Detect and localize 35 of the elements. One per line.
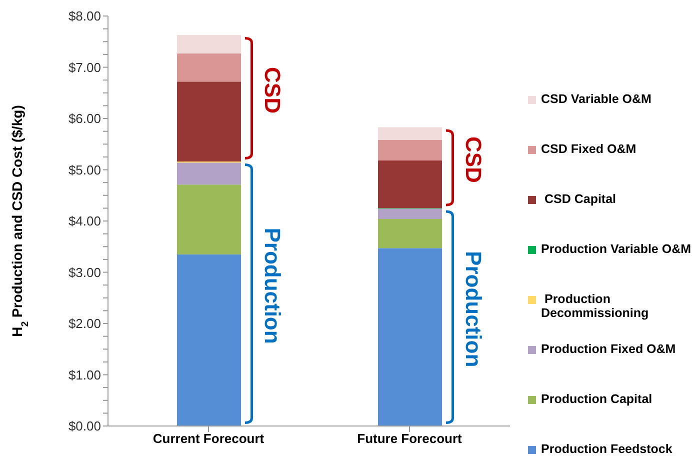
bar [378, 140, 442, 161]
legend-label: Production Variable O&M [541, 242, 692, 256]
bar [378, 248, 442, 426]
bar [177, 82, 241, 162]
y-tick-label: $1.00 [68, 367, 101, 382]
y-tick-label: $2.00 [68, 316, 101, 332]
legend-label: Production Decommissioning [541, 292, 650, 320]
y-tick-label: $7.00 [68, 60, 101, 75]
bar [177, 53, 241, 82]
annotation: Production [461, 251, 486, 368]
bar [378, 218, 442, 248]
bar [378, 160, 442, 208]
x-tick-label: Future Forecourt [357, 431, 463, 446]
y-tick-label: $5.00 [68, 162, 101, 178]
annotation: CSD [461, 136, 486, 183]
legend-label: CSD Capital [543, 192, 616, 206]
y-tick-label: $8.00 [68, 8, 101, 24]
bar [378, 208, 442, 219]
y-tick-label: $6.00 [68, 111, 101, 126]
bar [177, 254, 241, 426]
legend-label: CSD Variable O&M [541, 92, 652, 106]
legend-label: Production Fixed O&M [541, 342, 676, 356]
y-tick-label: $3.00 [68, 264, 101, 280]
y-tick-label: $0.00 [68, 418, 101, 434]
bar [177, 162, 241, 185]
y-tick-label: $4.00 [68, 214, 101, 229]
x-tick-label: Current Forecourt [152, 431, 265, 446]
legend-label: Production Capital [541, 392, 652, 406]
bar [177, 184, 241, 254]
annotation: Production [260, 228, 286, 344]
legend-label: CSD Fixed O&M [541, 142, 636, 156]
annotation: CSD [260, 67, 286, 114]
bar [378, 127, 442, 140]
legend-label: Production Feedstock [541, 442, 672, 456]
bar [177, 34, 241, 54]
